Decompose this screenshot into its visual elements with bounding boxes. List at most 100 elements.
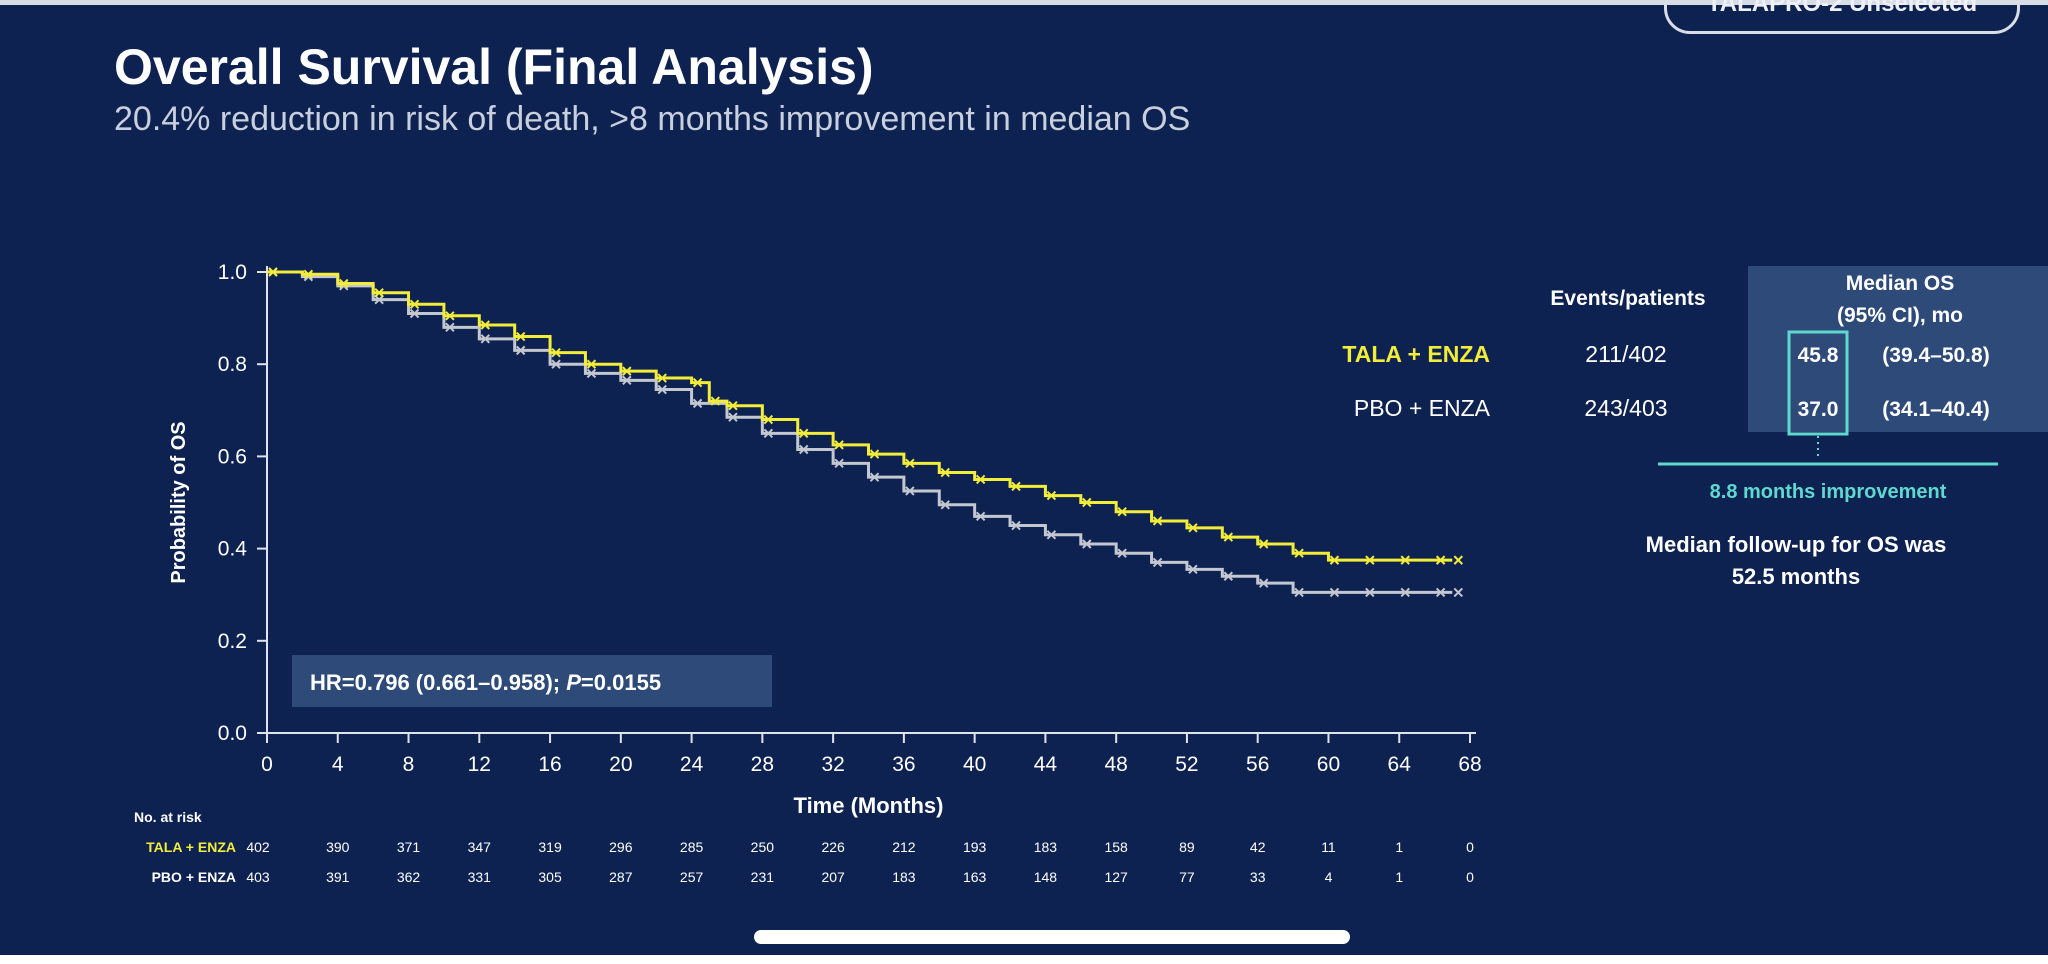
median-panel bbox=[1748, 266, 2048, 432]
censor-mark bbox=[374, 288, 384, 298]
x-tick-label: 64 bbox=[1388, 753, 1412, 776]
censor-mark bbox=[1188, 523, 1198, 533]
censor-mark bbox=[1011, 520, 1021, 531]
censor-mark bbox=[869, 449, 880, 459]
median-header-ci: (95% CI), mo bbox=[1837, 304, 1963, 327]
censor-mark bbox=[1046, 490, 1057, 501]
series-line-tala-enza bbox=[267, 270, 1453, 562]
bottom-strip bbox=[0, 955, 2048, 964]
censor-mark bbox=[445, 311, 455, 321]
censor-mark bbox=[515, 331, 526, 342]
censor-mark bbox=[480, 334, 491, 344]
at-risk-value: 371 bbox=[397, 839, 421, 855]
censor-mark bbox=[692, 377, 703, 388]
censor-mark bbox=[1329, 587, 1340, 598]
summary-median: 37.0 bbox=[1798, 398, 1839, 421]
at-risk-value: 296 bbox=[609, 839, 633, 855]
censor-mark bbox=[799, 444, 809, 455]
censor-mark bbox=[409, 299, 420, 309]
censor-mark bbox=[339, 278, 349, 289]
x-tick-label: 0 bbox=[261, 753, 273, 776]
censor-mark bbox=[763, 414, 774, 425]
censor-mark bbox=[975, 474, 986, 485]
x-tick-label: 32 bbox=[821, 753, 844, 776]
y-tick-label: 0.6 bbox=[218, 445, 247, 468]
censor-mark bbox=[975, 511, 986, 522]
x-tick-label: 28 bbox=[751, 753, 774, 776]
censor-mark bbox=[728, 412, 738, 422]
censor-mark bbox=[869, 472, 880, 482]
y-tick-label: 0.2 bbox=[218, 630, 247, 653]
censor-mark bbox=[1188, 564, 1198, 575]
censor-mark bbox=[409, 308, 420, 319]
censor-mark bbox=[551, 359, 561, 369]
at-risk-value: 319 bbox=[538, 839, 562, 855]
censor-mark bbox=[1435, 587, 1446, 598]
page-title: Overall Survival (Final Analysis) bbox=[114, 39, 874, 95]
censor-mark bbox=[940, 467, 950, 478]
censor-mark bbox=[1400, 555, 1410, 565]
summary-events: 211/402 bbox=[1585, 341, 1666, 367]
at-risk-value: 0 bbox=[1466, 839, 1474, 855]
censor-mark bbox=[586, 359, 597, 369]
censor-mark bbox=[940, 500, 950, 510]
at-risk-value: 207 bbox=[821, 869, 845, 885]
at-risk-value: 127 bbox=[1104, 869, 1128, 885]
censor-mark bbox=[1117, 507, 1127, 517]
censor-mark bbox=[1435, 555, 1446, 565]
at-risk-row-label: PBO + ENZA bbox=[152, 869, 236, 885]
at-risk-value: 212 bbox=[892, 839, 916, 855]
at-risk-value: 250 bbox=[751, 839, 775, 855]
censor-mark bbox=[1046, 530, 1057, 540]
censor-mark bbox=[1259, 539, 1269, 549]
x-tick-label: 52 bbox=[1175, 753, 1198, 776]
at-risk-value: 1 bbox=[1395, 869, 1403, 885]
censor-mark bbox=[374, 294, 384, 305]
x-tick-label: 44 bbox=[1034, 753, 1058, 776]
at-risk-title: No. at risk bbox=[134, 809, 202, 825]
at-risk-value: 33 bbox=[1250, 869, 1266, 885]
censor-mark bbox=[1259, 578, 1269, 588]
censor-mark bbox=[1365, 587, 1375, 598]
censor-mark bbox=[551, 347, 561, 358]
censor-mark bbox=[480, 320, 491, 330]
at-risk-value: 183 bbox=[892, 869, 916, 885]
at-risk-value: 89 bbox=[1179, 839, 1195, 855]
at-risk-value: 257 bbox=[680, 869, 704, 885]
censor-mark bbox=[1011, 481, 1021, 492]
events-header: Events/patients bbox=[1550, 287, 1705, 310]
at-risk-value: 331 bbox=[468, 869, 492, 885]
y-tick-label: 0.0 bbox=[218, 722, 247, 745]
censor-mark bbox=[834, 458, 844, 469]
followup-text: Median follow-up for OS was bbox=[1646, 532, 1947, 557]
top-strip bbox=[0, 0, 2048, 5]
x-tick-label: 56 bbox=[1246, 753, 1269, 776]
censor-mark bbox=[834, 440, 844, 450]
censor-mark bbox=[1223, 571, 1234, 581]
at-risk-value: 403 bbox=[246, 869, 270, 885]
home-indicator[interactable] bbox=[754, 930, 1350, 944]
at-risk-value: 163 bbox=[963, 869, 987, 885]
at-risk-value: 402 bbox=[246, 839, 270, 855]
y-tick-label: 1.0 bbox=[218, 261, 247, 284]
at-risk-value: 1 bbox=[1395, 839, 1403, 855]
median-highlight-box bbox=[1787, 330, 1849, 436]
x-tick-label: 68 bbox=[1458, 753, 1481, 776]
at-risk-value: 4 bbox=[1325, 869, 1333, 885]
censor-mark bbox=[657, 384, 667, 395]
at-risk-value: 148 bbox=[1034, 869, 1058, 885]
summary-row-label: PBO + ENZA bbox=[1354, 395, 1491, 421]
censor-mark bbox=[1294, 548, 1304, 558]
improvement-label: 8.8 months improvement bbox=[1710, 481, 1947, 503]
censor-mark bbox=[1082, 539, 1092, 549]
censor-mark bbox=[515, 345, 526, 356]
x-axis-title: Time (Months) bbox=[794, 793, 944, 818]
followup-months: 52.5 months bbox=[1732, 564, 1860, 589]
at-risk-value: 42 bbox=[1250, 839, 1266, 855]
page-subtitle: 20.4% reduction in risk of death, >8 mon… bbox=[114, 100, 1191, 138]
series-line-pbo-enza bbox=[267, 270, 1453, 594]
at-risk-value: 193 bbox=[963, 839, 987, 855]
censor-mark bbox=[622, 366, 632, 376]
censor-mark bbox=[1152, 516, 1163, 526]
